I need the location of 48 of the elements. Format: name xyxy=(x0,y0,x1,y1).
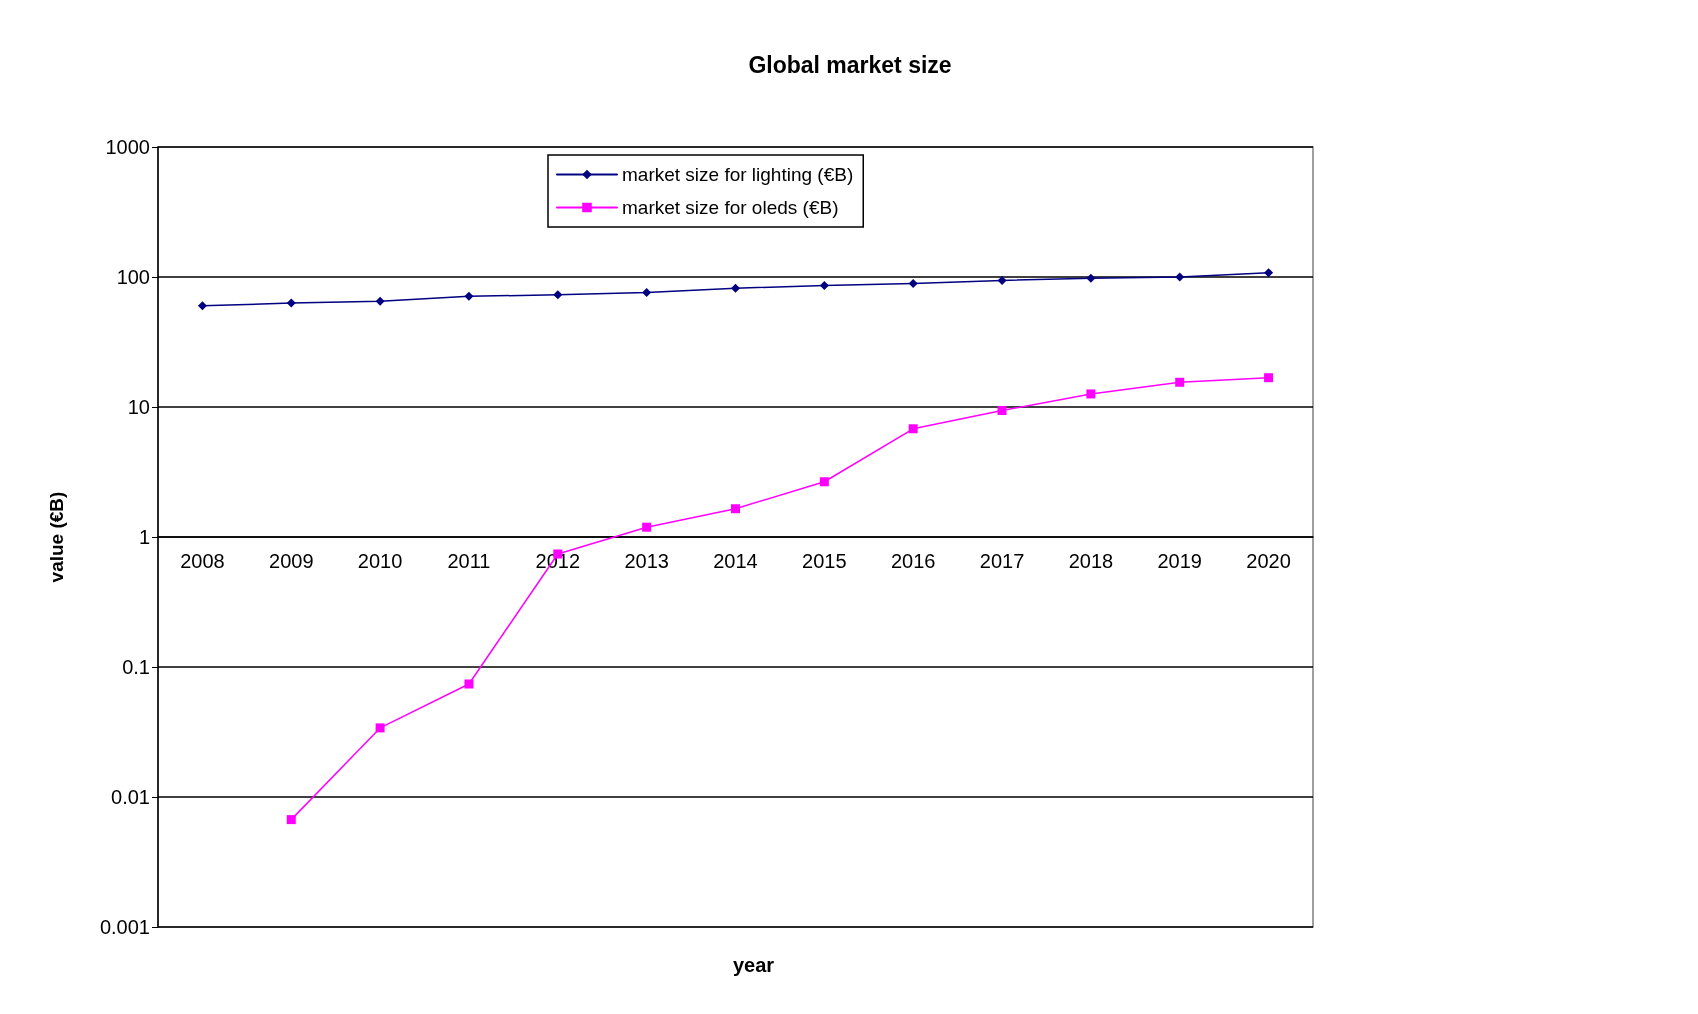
y-tick-label: 10 xyxy=(127,396,150,418)
point xyxy=(908,424,918,434)
point xyxy=(997,275,1007,285)
point xyxy=(642,522,652,532)
x-tick-label: 2015 xyxy=(802,550,847,572)
x-tick-label: 2009 xyxy=(269,550,314,572)
point xyxy=(286,815,296,825)
point xyxy=(642,287,652,297)
point xyxy=(1175,272,1185,282)
y-axis-title: value (€B) xyxy=(46,491,67,583)
legend-label: market size for oleds (€B) xyxy=(622,197,839,218)
point xyxy=(553,290,563,300)
x-tick-label: 2020 xyxy=(1246,550,1291,572)
x-tick-label: 2011 xyxy=(447,550,491,572)
point xyxy=(819,477,829,487)
point xyxy=(908,279,918,289)
x-tick-label: 2008 xyxy=(180,550,225,572)
y-tick-label: 100 xyxy=(116,266,150,288)
point xyxy=(286,298,296,308)
legend-label: market size for lighting (€B) xyxy=(622,164,854,185)
y-tick-label: 1000 xyxy=(105,136,150,158)
y-tick-label: 0.1 xyxy=(122,656,150,678)
y-tick-label: 0.01 xyxy=(111,786,150,808)
point xyxy=(1086,389,1096,399)
chart-title: Global market size xyxy=(748,51,952,78)
x-tick-label: 2019 xyxy=(1157,550,1202,572)
y-tick-label: 0.001 xyxy=(99,916,150,938)
point xyxy=(1086,273,1096,283)
x-tick-label: 2017 xyxy=(979,550,1025,572)
point xyxy=(731,504,740,514)
point xyxy=(464,291,474,301)
point xyxy=(819,281,829,291)
point xyxy=(375,296,385,306)
point xyxy=(375,723,385,733)
y-tick-label: 1 xyxy=(138,526,150,548)
point xyxy=(1264,268,1274,278)
point xyxy=(197,301,207,311)
x-tick-label: 2014 xyxy=(713,550,758,572)
point xyxy=(1175,377,1185,387)
x-axis-title: year xyxy=(733,954,775,976)
x-tick-label: 2013 xyxy=(624,550,669,572)
point xyxy=(464,679,474,689)
point xyxy=(997,405,1007,415)
point xyxy=(1264,373,1274,383)
point xyxy=(731,283,740,293)
x-tick-label: 2010 xyxy=(357,550,403,572)
x-tick-label: 2018 xyxy=(1068,550,1114,572)
x-tick-label: 2016 xyxy=(890,550,936,572)
